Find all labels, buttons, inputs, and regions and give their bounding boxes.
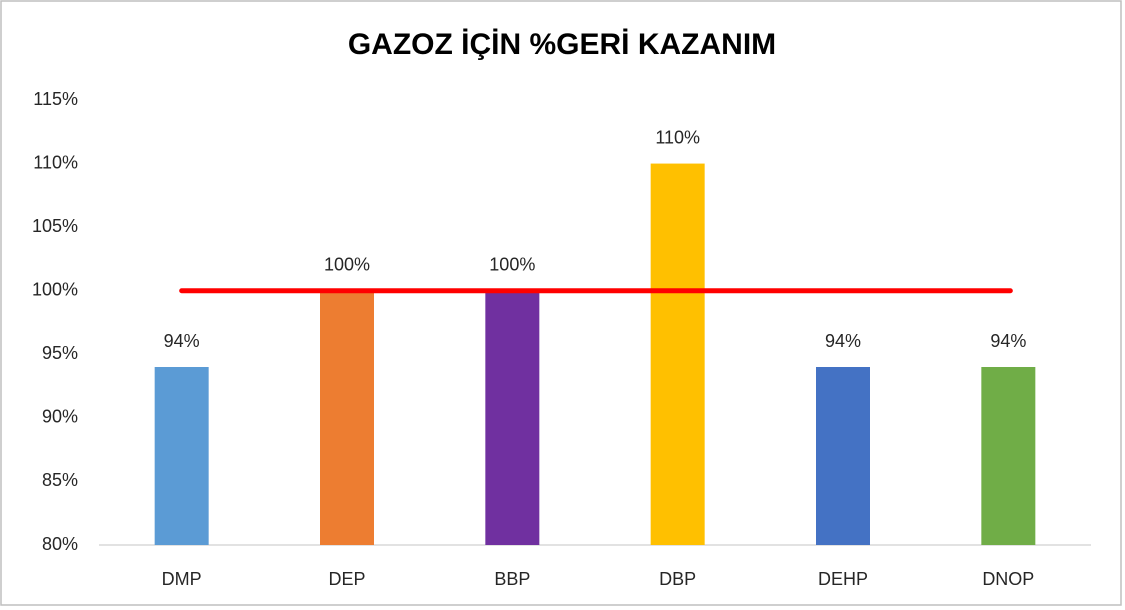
- value-label: 94%: [990, 331, 1026, 351]
- y-tick-label: 85%: [42, 470, 78, 490]
- x-tick-label: BBP: [494, 569, 530, 589]
- bar: [650, 163, 705, 546]
- y-tick-label: 115%: [33, 89, 78, 109]
- y-tick-label: 90%: [42, 407, 78, 427]
- x-tick-label: DEP: [328, 569, 365, 589]
- x-tick-label: DMP: [162, 569, 202, 589]
- x-tick-label: DBP: [659, 569, 696, 589]
- bar: [981, 367, 1036, 545]
- y-tick-label: 80%: [42, 534, 78, 554]
- value-label: 110%: [655, 127, 700, 147]
- y-tick-label: 110%: [33, 152, 78, 172]
- chart-title: GAZOZ İÇİN %GERİ KAZANIM: [348, 28, 776, 61]
- bar: [816, 367, 870, 545]
- y-tick-label: 100%: [32, 279, 78, 299]
- x-tick-label: DEHP: [818, 569, 868, 589]
- bar: [485, 290, 540, 545]
- value-label: 94%: [825, 331, 861, 351]
- value-label: 94%: [164, 331, 200, 351]
- value-label: 100%: [324, 254, 370, 274]
- bar: [154, 367, 209, 545]
- x-tick-label: DNOP: [982, 569, 1034, 589]
- y-tick-label: 95%: [42, 343, 78, 363]
- bar: [320, 290, 374, 545]
- y-tick-label: 105%: [32, 216, 78, 236]
- value-label: 100%: [489, 254, 535, 274]
